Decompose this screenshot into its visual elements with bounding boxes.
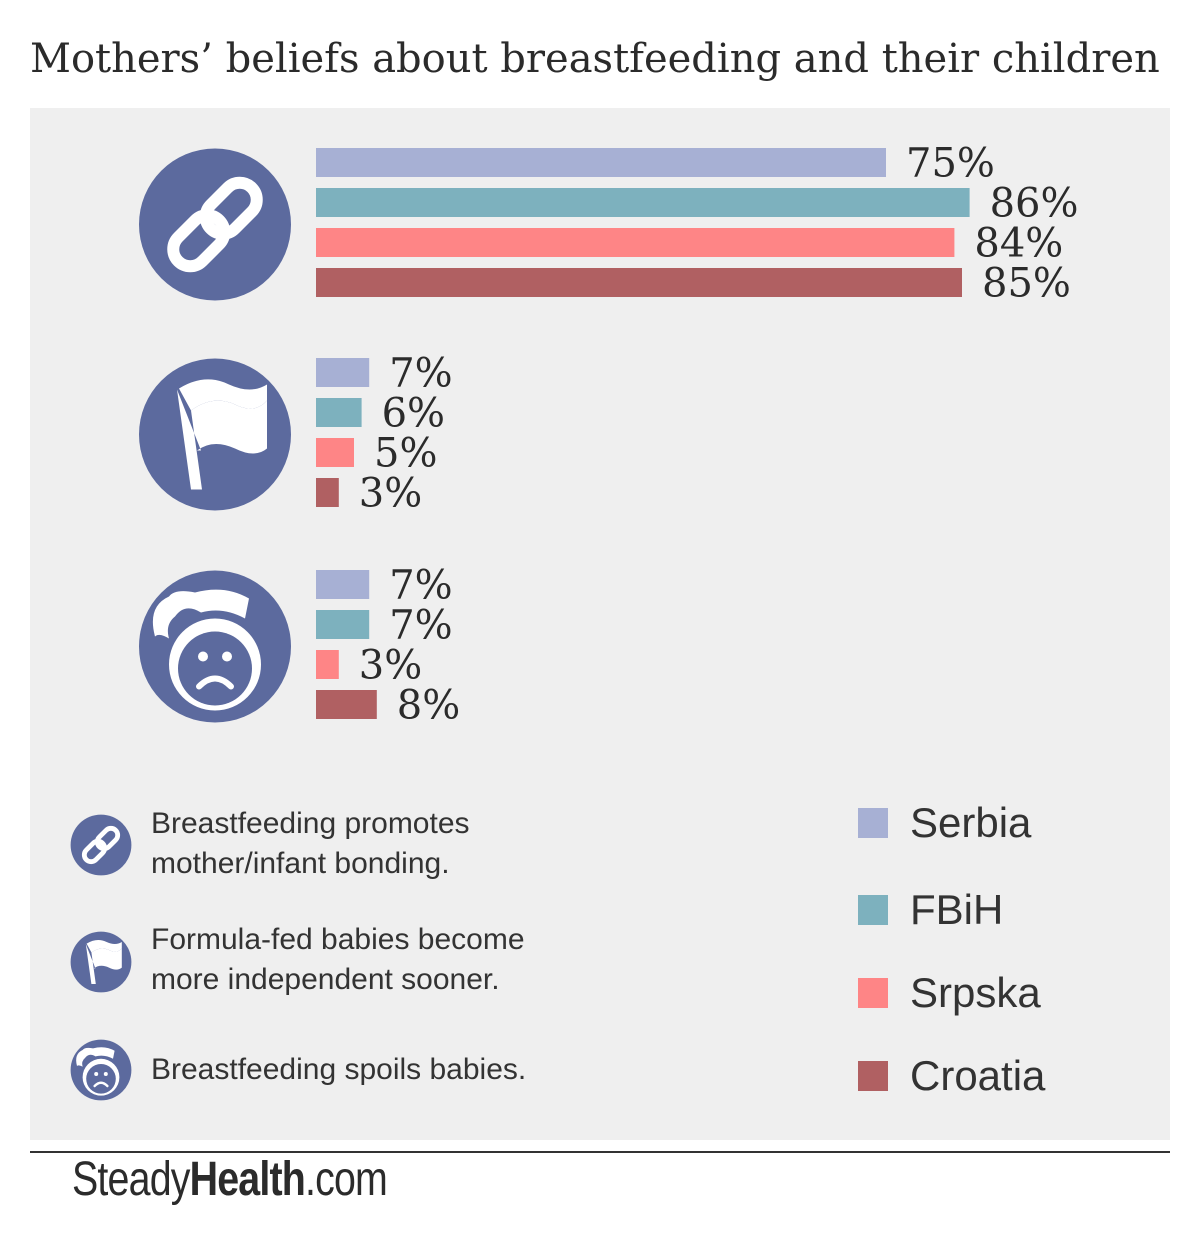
bar-serbia-2 bbox=[316, 358, 370, 387]
caption-independent-line-1: Formula-fed babies become bbox=[151, 923, 525, 956]
caption-bonding-line-1: Breastfeeding promotes bbox=[151, 807, 470, 840]
baby-face-icon bbox=[139, 570, 291, 723]
brand-steady: Steady bbox=[72, 1153, 190, 1206]
brand-suffix: .com bbox=[304, 1153, 388, 1206]
chart-panel: 75% 86% 84% 85% 7% 6% 5% 3% 7% 7% 3% 8% Breastfeedi… bbox=[30, 108, 1170, 1140]
caption-spoils: Breastfeeding spoils babies. bbox=[151, 1050, 526, 1090]
bar-fbih-2 bbox=[316, 398, 362, 427]
bar-fbih-3 bbox=[316, 610, 370, 639]
legend-label-croatia: Croatia bbox=[910, 1052, 1046, 1099]
data-label-serbia-2: 7% bbox=[389, 351, 452, 397]
caption-bonding: Breastfeeding promotes mother/infant bon… bbox=[151, 804, 470, 884]
legend-swatch-fbih bbox=[858, 895, 888, 925]
data-label-srpska-2: 5% bbox=[374, 431, 437, 477]
data-label-serbia-1: 75% bbox=[906, 141, 995, 187]
caption-independent: Formula-fed babies become more independe… bbox=[151, 920, 525, 1000]
bar-croatia-2 bbox=[316, 478, 339, 507]
legend-label-fbih: FBiH bbox=[910, 886, 1004, 933]
flag-icon bbox=[139, 358, 291, 511]
bar-srpska-3 bbox=[316, 650, 339, 679]
bar-fbih-1 bbox=[316, 188, 970, 217]
data-label-fbih-1: 86% bbox=[990, 181, 1079, 227]
bar-srpska-1 bbox=[316, 228, 955, 257]
chain-link-icon bbox=[139, 148, 291, 301]
legend-label-serbia: Serbia bbox=[910, 799, 1032, 846]
data-label-srpska-3: 3% bbox=[359, 643, 422, 689]
bar-croatia-3 bbox=[316, 690, 377, 719]
data-label-serbia-3: 7% bbox=[389, 563, 452, 609]
legend-swatch-croatia bbox=[858, 1061, 888, 1091]
data-label-fbih-2: 6% bbox=[382, 391, 445, 437]
caption-chain-link-icon bbox=[70, 814, 132, 876]
caption-bonding-line-2: mother/infant bonding. bbox=[151, 847, 450, 880]
caption-spoils-line-1: Breastfeeding spoils babies. bbox=[151, 1053, 527, 1086]
data-label-croatia-2: 3% bbox=[359, 471, 422, 517]
caption-flag-icon bbox=[70, 931, 132, 993]
data-label-srpska-1: 84% bbox=[974, 221, 1063, 267]
bar-serbia-1 bbox=[316, 148, 886, 177]
footer-divider bbox=[30, 1151, 1170, 1153]
legend-swatch-srpska bbox=[858, 978, 888, 1008]
legend-swatch-serbia bbox=[858, 808, 888, 838]
data-label-croatia-3: 8% bbox=[397, 683, 460, 729]
chart-title: Mothers’ beliefs about breastfeeding and… bbox=[30, 36, 1160, 82]
brand-health: Health bbox=[189, 1153, 306, 1206]
bar-serbia-3 bbox=[316, 570, 370, 599]
data-label-croatia-1: 85% bbox=[982, 261, 1071, 307]
bar-croatia-1 bbox=[316, 268, 962, 297]
brand-logo: SteadyHealth.com bbox=[72, 1152, 388, 1207]
data-label-fbih-3: 7% bbox=[389, 603, 452, 649]
chart-svg: 75%86%84%85%7%6%5%3%7%7%3%8% bbox=[139, 141, 1079, 729]
bar-srpska-2 bbox=[316, 438, 354, 467]
caption-independent-line-2: more independent sooner. bbox=[151, 963, 500, 996]
caption-baby-face-icon bbox=[70, 1039, 132, 1101]
legend-label-srpska: Srpska bbox=[910, 969, 1041, 1016]
